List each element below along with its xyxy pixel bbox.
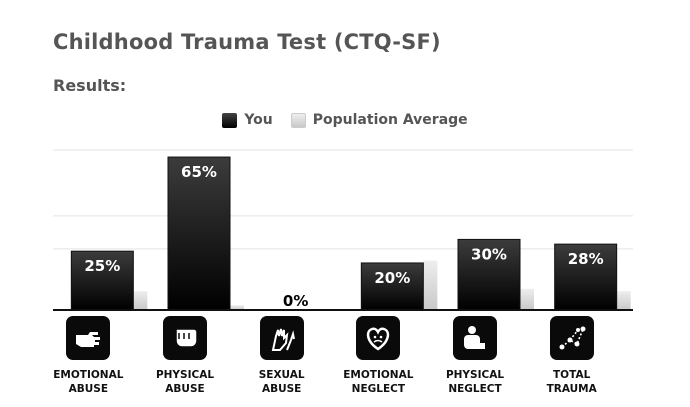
category-3: SEXUAL ABUSE [237, 316, 327, 396]
legend-item-average: Population Average [290, 112, 468, 128]
category-label-line: TRAUMA [546, 383, 597, 395]
category-1: EMOTIONAL ABUSE [43, 316, 133, 396]
pointing-hand-icon [66, 316, 111, 360]
legend-label-average: Population Average [312, 112, 468, 128]
category-5: PHYSICAL NEGLECT [430, 316, 520, 396]
category-label-line: ABUSE [261, 383, 302, 395]
chart-legend: You Population Average [0, 112, 690, 128]
bar-you [360, 262, 424, 311]
bar-average [616, 291, 631, 310]
category-label-line: TOTAL [553, 369, 591, 381]
data-label: 20% [374, 269, 410, 287]
curled-figure-icon [453, 316, 497, 360]
category-label: EMOTIONAL NEGLECT [333, 368, 423, 396]
bar-average [133, 291, 148, 310]
network-graph-icon [549, 316, 594, 360]
legend-label-you: You [244, 112, 273, 128]
category-label-line: NEGLECT [448, 383, 502, 395]
data-label: 28% [568, 250, 604, 268]
category-label: SEXUAL ABUSE [237, 368, 327, 396]
bar-average [423, 260, 438, 310]
category-2: PHYSICAL ABUSE [140, 316, 230, 396]
category-label: PHYSICAL NEGLECT [430, 368, 520, 396]
category-label-line: PHYSICAL [155, 369, 215, 381]
category-label: PHYSICAL ABUSE [140, 368, 230, 396]
category-label: TOTAL TRAUMA [527, 368, 617, 396]
category-6: TOTAL TRAUMA [527, 316, 617, 396]
category-label-line: SEXUAL [258, 369, 305, 381]
fist-icon [163, 316, 207, 360]
category-label-line: ABUSE [68, 383, 109, 395]
category-label-line: EMOTIONAL [53, 369, 124, 381]
category-label-line: ABUSE [165, 383, 205, 395]
data-label: 25% [84, 257, 120, 275]
category-label-line: NEGLECT [351, 383, 405, 395]
data-label: 0% [283, 292, 308, 310]
bar-average [230, 305, 244, 310]
bar-average [520, 288, 534, 310]
page-title: Childhood Trauma Test (CTQ-SF) [53, 30, 441, 54]
legend-swatch-you [222, 112, 238, 128]
legend-swatch-average [290, 112, 306, 128]
category-label-line: PHYSICAL [445, 369, 505, 381]
raised-hands-icon [259, 316, 304, 360]
data-label: 30% [471, 245, 507, 263]
bar-you [167, 156, 231, 311]
legend-item-you: You [222, 112, 273, 128]
category-label: EMOTIONAL ABUSE [43, 368, 133, 396]
heart-face-icon [356, 316, 401, 360]
category-label-line: EMOTIONAL [343, 369, 414, 381]
category-4: EMOTIONAL NEGLECT [333, 316, 423, 396]
data-label: 65% [181, 163, 217, 181]
results-label: Results: [53, 76, 127, 95]
bar-you [554, 243, 618, 311]
